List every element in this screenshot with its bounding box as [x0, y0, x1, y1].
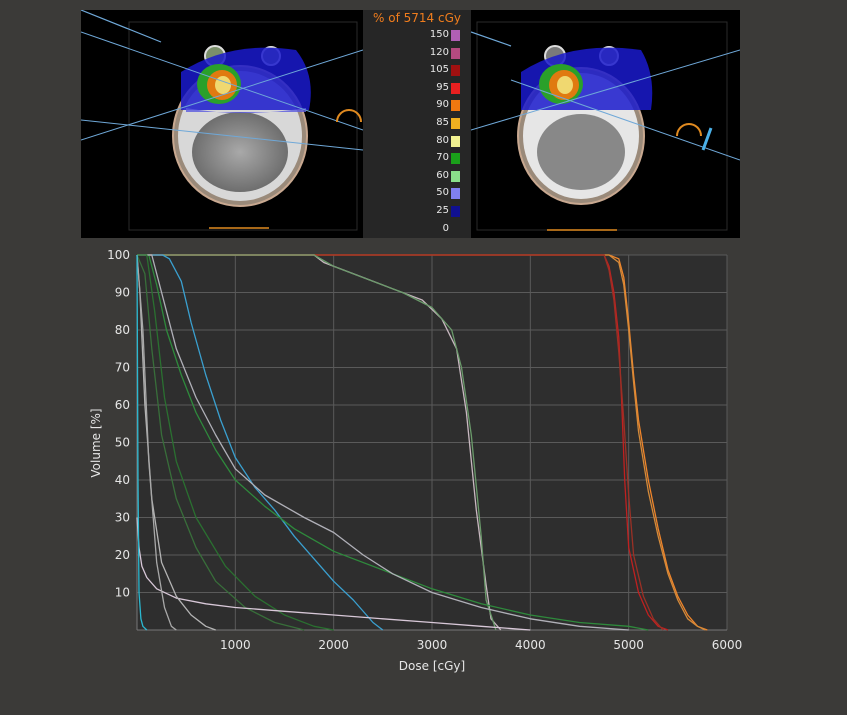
x-tick-label: 2000: [318, 638, 349, 652]
legend-swatch: [451, 153, 460, 165]
x-tick-label: 3000: [417, 638, 448, 652]
legend-swatch: [451, 170, 460, 182]
legend-value: 50: [436, 187, 449, 199]
legend-swatch: [451, 65, 460, 77]
legend-value: 150: [429, 29, 449, 40]
legend-value: 85: [436, 117, 449, 128]
legend-row-90: 90: [363, 99, 471, 112]
x-tick-labels: 1000 2000 3000 4000 5000 6000: [220, 638, 742, 652]
y-tick-label: 10: [115, 586, 130, 600]
x-tick-label: 6000: [712, 638, 743, 652]
legend-value: 105: [429, 64, 449, 76]
dvh-curve-13: [136, 254, 216, 631]
legend-row-85: 85: [363, 117, 471, 129]
legend-row-70: 70: [363, 152, 471, 165]
legend-swatch: [451, 118, 460, 129]
legend-swatch: [451, 206, 460, 217]
legend-row-120: 120: [363, 47, 471, 59]
dvh-curve-8: [137, 254, 649, 631]
x-tick-label: 1000: [220, 638, 251, 652]
legend-swatch: [451, 47, 460, 59]
chart-series: [136, 254, 708, 631]
legend-row-80: 80: [363, 135, 471, 147]
y-tick-label: 60: [115, 398, 130, 412]
legend-row-95: 95: [363, 82, 471, 94]
legend-value: 80: [436, 134, 449, 146]
legend-row-50: 50: [363, 187, 471, 200]
x-tick-label: 5000: [613, 638, 644, 652]
y-tick-labels: 10 20 30 40 50 60 70 80 90 100: [107, 248, 130, 600]
dvh-curve-7: [137, 254, 384, 631]
dvh-curve-6: [137, 254, 497, 631]
dvh-curve-12: [136, 517, 531, 631]
y-axis-title: Volume [%]: [89, 408, 103, 477]
y-tick-label: 40: [115, 473, 130, 487]
dvh-curve-15: [136, 254, 148, 631]
x-axis-title: Dose [cGy]: [399, 659, 465, 673]
legend-swatch: [451, 30, 460, 41]
dvh-curve-9: [137, 254, 629, 631]
dvh-curve-3: [137, 254, 669, 631]
legend-row-150: 150: [363, 29, 471, 41]
legend-swatch: [451, 188, 460, 200]
y-tick-label: 50: [115, 436, 130, 450]
ct-image-left: [81, 10, 363, 238]
legend-row-0: 0: [363, 223, 471, 235]
legend-value: 90: [436, 99, 449, 111]
legend-swatch: [451, 82, 460, 94]
y-tick-label: 70: [115, 361, 130, 375]
y-tick-label: 20: [115, 548, 130, 562]
legend-row-105: 105: [363, 64, 471, 77]
legend-value: 95: [436, 81, 449, 93]
y-tick-label: 80: [115, 323, 130, 337]
ct-image-right: [471, 10, 740, 238]
x-tick-label: 4000: [515, 638, 546, 652]
dvh-curve-4: [137, 254, 664, 631]
dvh-curve-2: [137, 254, 706, 631]
legend-row-60: 60: [363, 170, 471, 182]
legend-value: 70: [436, 152, 449, 164]
dvh-curve-11: [136, 254, 305, 631]
legend-value: 25: [436, 205, 449, 216]
legend-swatch: [451, 135, 460, 147]
ct-slice-right-graphic: [471, 21, 740, 231]
legend-swatch: [451, 100, 460, 112]
legend-swatch: [451, 223, 460, 235]
dvh-curve-14: [136, 254, 177, 631]
ct-slice-left-graphic: [81, 10, 363, 231]
isodose-legend: % of 5714 cGy 150 120 105 95 90 85 80 70 60 50 25 0: [363, 10, 471, 238]
y-tick-label: 100: [107, 248, 130, 262]
dvh-curve-1: [137, 254, 708, 631]
dvh-curve-10: [137, 254, 334, 631]
legend-value: 0: [442, 222, 449, 234]
legend-row-25: 25: [363, 205, 471, 217]
y-tick-label: 30: [115, 511, 130, 525]
legend-value: 120: [429, 46, 449, 58]
isodose-legend-title: % of 5714 cGy: [373, 11, 461, 25]
legend-value: 60: [436, 169, 449, 181]
y-tick-label: 90: [115, 286, 130, 300]
dvh-chart: 1000 2000 3000 4000 5000 6000 10 20 30 40 50 60 70 8…: [89, 248, 742, 673]
